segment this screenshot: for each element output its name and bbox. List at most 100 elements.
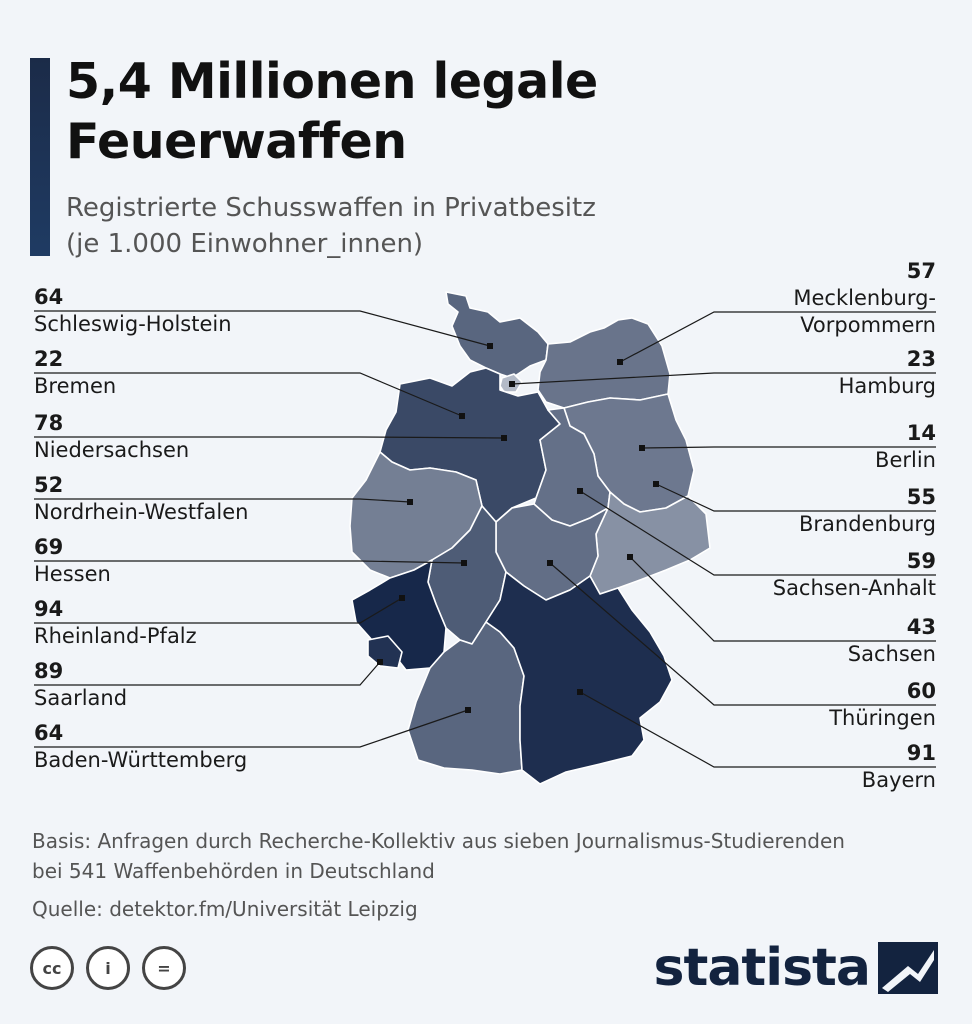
- leader-line-be: [641, 446, 936, 449]
- label-th: 60 Thüringen: [829, 678, 936, 732]
- subtitle-line-2: (je 1.000 Einwohner_innen): [66, 229, 424, 259]
- title-line-1: 5,4 Millionen legale: [66, 53, 598, 110]
- statista-mark-icon: [878, 942, 938, 994]
- statista-logo[interactable]: statista: [654, 938, 938, 998]
- region-mecklenburg-vorpommern[interactable]: [537, 317, 671, 409]
- label-sh: 64 Schleswig-Holstein: [34, 284, 232, 338]
- marker-mv: [617, 359, 623, 365]
- leader-line-th: [549, 562, 936, 706]
- label-hh: 23 Hamburg: [839, 346, 936, 400]
- leader-line-st: [579, 490, 936, 576]
- label-value-hb: 22: [34, 347, 64, 371]
- label-name-by: Bayern: [861, 768, 936, 792]
- label-value-nw: 52: [34, 473, 64, 497]
- leader-line-hb: [34, 372, 463, 417]
- label-name-rp: Rheinland-Pfalz: [34, 624, 197, 648]
- label-name-bw: Baden-Württemberg: [34, 748, 248, 772]
- label-ni: 78 Niedersachsen: [34, 410, 189, 464]
- label-rp: 94 Rheinland-Pfalz: [34, 596, 197, 650]
- footnote-basis-line-1: Basis: Anfragen durch Recherche-Kollekti…: [32, 829, 845, 853]
- label-value-rp: 94: [34, 597, 64, 621]
- marker-by: [577, 689, 583, 695]
- leader-line-rp: [34, 597, 403, 624]
- label-bb: 55 Brandenburg: [799, 484, 936, 538]
- license-icons: cc i =: [30, 946, 186, 990]
- subtitle: Registrierte Schusswaffen in Privatbesit…: [66, 190, 596, 262]
- statista-wordmark: statista: [653, 938, 871, 998]
- label-name-ni: Niedersachsen: [34, 438, 190, 462]
- label-value-ni: 78: [34, 411, 64, 435]
- marker-th: [547, 560, 553, 566]
- region-schleswig-holstein[interactable]: [445, 291, 549, 379]
- label-value-he: 69: [34, 535, 64, 559]
- marker-be: [639, 445, 645, 451]
- label-value-be: 14: [906, 421, 936, 445]
- label-name-sn: Sachsen: [847, 642, 936, 666]
- label-value-mv: 57: [906, 259, 936, 283]
- marker-bw: [465, 707, 471, 713]
- leader-line-sl: [34, 661, 381, 686]
- label-sn: 43 Sachsen: [848, 614, 936, 668]
- label-value-sn: 43: [906, 615, 936, 639]
- page-title: 5,4 Millionen legale Feuerwaffen: [66, 52, 598, 172]
- label-st: 59 Sachsen-Anhalt: [773, 548, 936, 602]
- marker-hb: [459, 413, 465, 419]
- label-value-th: 60: [906, 679, 936, 703]
- label-value-st: 59: [906, 549, 936, 573]
- label-name-sh: Schleswig-Holstein: [34, 312, 232, 336]
- leader-line-sn: [629, 556, 936, 642]
- label-name-be: Berlin: [875, 448, 936, 472]
- leader-line-sh: [34, 310, 491, 347]
- label-value-sl: 89: [34, 659, 64, 683]
- label-name-hb: Bremen: [34, 374, 117, 398]
- label-name-st: Sachsen-Anhalt: [772, 576, 936, 600]
- label-sl: 89 Saarland: [34, 658, 127, 712]
- label-by: 91 Bayern: [862, 740, 936, 794]
- leader-line-hh: [511, 372, 936, 385]
- label-name-hh: Hamburg: [838, 374, 936, 398]
- region-saarland[interactable]: [367, 635, 403, 669]
- label-name-mv-1: Mecklenburg-: [793, 286, 936, 310]
- footnote-basis: Basis: Anfragen durch Recherche-Kollekti…: [32, 826, 845, 886]
- leader-line-by: [579, 691, 936, 768]
- marker-nw: [407, 499, 413, 505]
- marker-hh: [509, 381, 515, 387]
- leader-line-mv: [619, 311, 936, 363]
- label-name-mv-2: Vorpommern: [800, 313, 936, 337]
- label-name-sl: Saarland: [34, 686, 128, 710]
- footnote-basis-line-2: bei 541 Waffenbehörden in Deutschland: [32, 859, 435, 883]
- subtitle-line-1: Registrierte Schusswaffen in Privatbesit…: [66, 193, 596, 223]
- label-nw: 52 Nordrhein-Westfalen: [34, 472, 248, 526]
- marker-st: [577, 488, 583, 494]
- marker-sh: [487, 343, 493, 349]
- leader-line-nw: [34, 498, 411, 503]
- marker-he: [461, 560, 467, 566]
- label-name-he: Hessen: [34, 562, 111, 586]
- label-hb: 22 Bremen: [34, 346, 116, 400]
- marker-sl: [377, 659, 383, 665]
- label-value-bw: 64: [34, 721, 64, 745]
- label-be: 14 Berlin: [875, 420, 936, 474]
- no-derivatives-icon[interactable]: =: [142, 946, 186, 990]
- marker-ni: [501, 435, 507, 441]
- cc-icon[interactable]: cc: [30, 946, 74, 990]
- marker-bb: [653, 481, 659, 487]
- label-mv: 57 Mecklenburg- Vorpommern: [793, 258, 936, 339]
- marker-rp: [399, 595, 405, 601]
- leader-line-he: [34, 560, 465, 564]
- label-bw: 64 Baden-Württemberg: [34, 720, 247, 774]
- leader-line-ni: [34, 436, 505, 439]
- title-accent-bar: [30, 58, 50, 256]
- leader-line-bw: [34, 709, 469, 748]
- label-name-bb: Brandenburg: [798, 512, 936, 536]
- leader-line-bb: [655, 483, 936, 512]
- label-name-nw: Nordrhein-Westfalen: [34, 500, 249, 524]
- marker-sn: [627, 554, 633, 560]
- title-line-2: Feuerwaffen: [66, 113, 407, 170]
- label-value-hh: 23: [906, 347, 936, 371]
- label-value-by: 91: [906, 741, 936, 765]
- attribution-icon[interactable]: i: [86, 946, 130, 990]
- label-value-sh: 64: [34, 285, 64, 309]
- label-value-bb: 55: [906, 485, 936, 509]
